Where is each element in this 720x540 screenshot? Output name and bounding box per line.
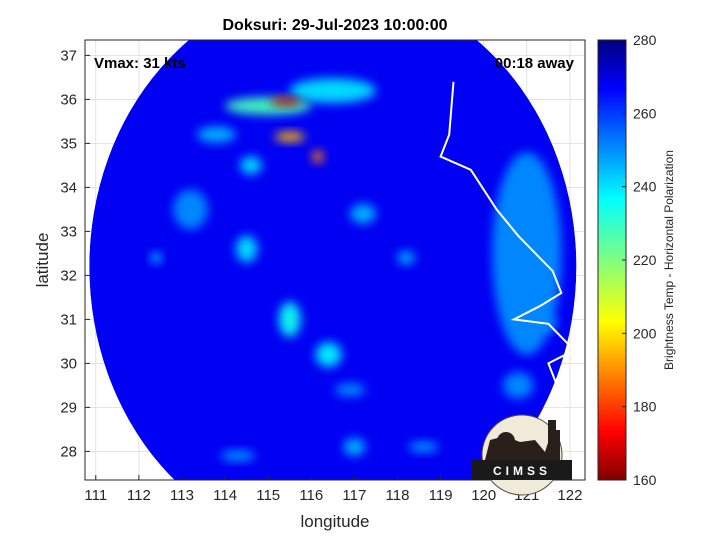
colorbar-tick-label: 160: [633, 472, 657, 488]
cold-cloud-feature: [220, 450, 256, 462]
colorbar-ticks: 160 180 200 220 240 260 280: [622, 32, 657, 488]
x-tick-label: 120: [471, 487, 496, 504]
x-tick-label: 119: [429, 487, 453, 504]
logo-banner: [472, 460, 572, 480]
x-tick-label: 117: [342, 487, 366, 504]
cold-cloud-feature: [278, 301, 301, 337]
cold-cloud-feature: [235, 235, 258, 263]
cold-cloud-feature: [492, 152, 562, 355]
swath-fill: [89, 40, 577, 480]
logo-dish: [497, 432, 515, 450]
cold-cloud-feature: [289, 78, 376, 103]
cold-cloud-feature: [503, 372, 534, 399]
brightness-temp-swath: [89, 40, 577, 480]
cold-cloud-feature: [150, 252, 162, 264]
y-tick-label: 31: [60, 311, 77, 328]
y-axis-ticks: 28 29 30 31 32 33 34 35 36 37: [60, 47, 90, 460]
coastline-path: [439, 81, 576, 408]
y-tick-label: 35: [60, 135, 77, 152]
plot-frame: [84, 39, 586, 481]
logo-tower: [548, 420, 556, 442]
x-tick-label: 112: [127, 487, 151, 504]
cold-cloud-feature: [397, 251, 415, 265]
cold-cloud-feature: [350, 204, 376, 224]
y-tick-label: 32: [60, 267, 77, 284]
chart-title: Doksuri: 29-Jul-2023 10:00:00: [223, 17, 448, 34]
cold-cloud-feature: [311, 150, 324, 163]
colorbar-label: Brightness Temp - Horizontal Polarizatio…: [662, 150, 676, 370]
y-tick-label: 34: [60, 179, 77, 196]
x-tick-label: 113: [170, 487, 194, 504]
x-tick-label: 115: [256, 487, 280, 504]
cold-cloud-feature: [240, 156, 262, 175]
colorbar-tick-label: 220: [633, 252, 657, 268]
y-tick-label: 28: [60, 443, 77, 460]
x-tick-label: 111: [84, 487, 107, 504]
coastline: [439, 81, 576, 408]
colorbar-tick-label: 180: [633, 399, 657, 415]
cimss-logo: CIMSS: [472, 414, 572, 496]
y-tick-label: 33: [60, 223, 77, 240]
colorbar-tick-label: 280: [633, 32, 657, 48]
time-away-annotation: 00:18 away: [495, 55, 575, 72]
cold-cloud-feature: [343, 438, 366, 456]
y-tick-label: 36: [60, 91, 77, 108]
swath-background: [89, 40, 577, 480]
x-axis-label: longitude: [300, 512, 369, 531]
cold-cloud-feature: [315, 342, 342, 367]
cold-cloud-feature: [270, 97, 301, 106]
cold-cloud-feature: [408, 441, 439, 453]
cold-cloud-feature: [197, 126, 236, 143]
colorbar-tick-label: 200: [633, 325, 657, 341]
x-tick-label: 118: [386, 487, 410, 504]
logo-text: CIMSS: [493, 464, 551, 478]
x-tick-label: 114: [213, 487, 237, 504]
y-tick-label: 29: [60, 399, 77, 416]
vmax-annotation: Vmax: 31 kts: [94, 55, 186, 72]
x-tick-label: 116: [299, 487, 323, 504]
colorbar-tick-label: 240: [633, 179, 657, 195]
cold-cloud-feature: [173, 189, 208, 230]
colorbar-tick-label: 260: [633, 105, 657, 121]
cold-cloud-feature: [335, 383, 366, 397]
colorbar: [597, 39, 627, 481]
cold-cloud-feature: [274, 131, 305, 143]
x-tick-label: 122: [557, 487, 582, 504]
y-axis-label: latitude: [33, 233, 52, 288]
y-tick-label: 30: [60, 355, 77, 372]
y-tick-label: 37: [60, 47, 77, 64]
